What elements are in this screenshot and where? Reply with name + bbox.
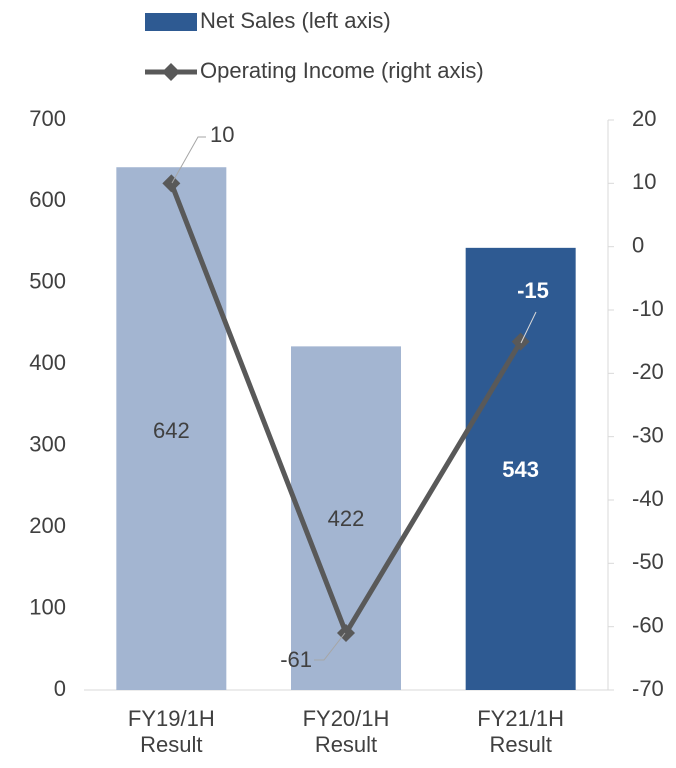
y-tick-label: 300	[29, 432, 66, 457]
y2-tick-label: -70	[632, 676, 664, 701]
marker	[511, 332, 530, 351]
y-tick-label: 0	[54, 676, 66, 701]
bar-label: 422	[328, 506, 365, 531]
y-tick-label: 200	[29, 513, 66, 538]
line-label: -61	[280, 647, 312, 672]
y2-tick-label: 10	[632, 169, 656, 194]
y-tick-label: 700	[29, 106, 66, 131]
x-tick-label: FY19/1H Result	[127, 706, 215, 757]
leader-line	[314, 632, 346, 661]
y2-tick-label: -10	[632, 296, 664, 321]
legend-label: Net Sales (left axis)	[200, 8, 391, 33]
y2-tick-label: -60	[632, 612, 664, 637]
legend-swatch	[145, 13, 197, 31]
marker	[162, 174, 181, 193]
leader-line	[520, 311, 537, 344]
y2-tick-label: 0	[632, 232, 644, 257]
line-label: -15	[517, 278, 549, 303]
y-tick-label: 400	[29, 350, 66, 375]
bar-label: 642	[153, 418, 190, 443]
x-tick-label: FY20/1H Result	[302, 706, 390, 757]
leader-line	[171, 136, 206, 184]
legend-swatch	[162, 63, 180, 81]
y2-tick-label: -30	[632, 422, 664, 447]
y-tick-label: 100	[29, 594, 66, 619]
y2-tick-label: -20	[632, 359, 664, 384]
y-tick-label: 500	[29, 269, 66, 294]
y2-tick-label: -40	[632, 486, 664, 511]
x-tick-label: FY21/1H Result	[477, 706, 565, 757]
bar	[116, 167, 227, 690]
bar	[465, 247, 576, 691]
y-tick-label: 600	[29, 187, 66, 212]
line-label: 10	[210, 122, 234, 147]
y2-tick-label: -50	[632, 549, 664, 574]
legend-label: Operating Income (right axis)	[200, 58, 484, 83]
bar-label: 543	[502, 457, 539, 482]
y2-tick-label: 20	[632, 106, 656, 131]
